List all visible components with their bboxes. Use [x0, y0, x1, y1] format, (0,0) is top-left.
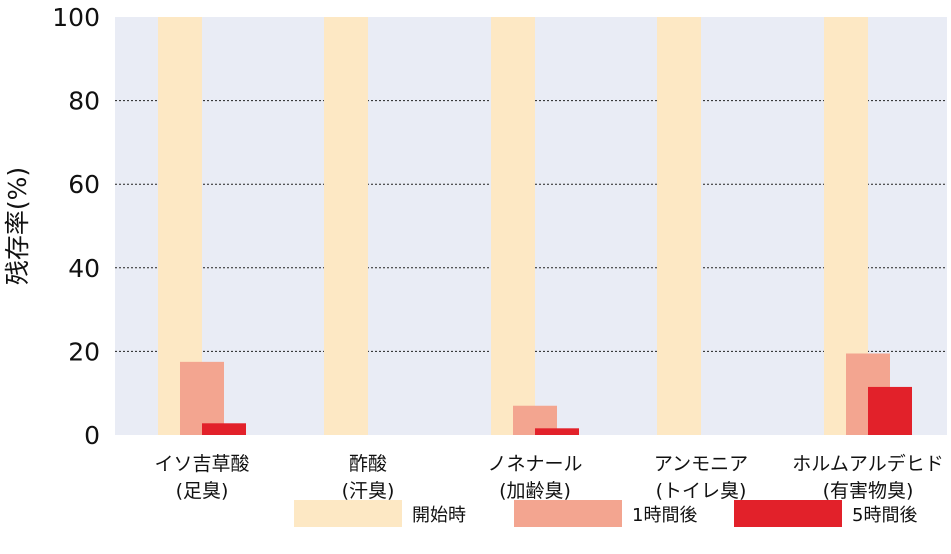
y-tick-label: 80 [68, 87, 100, 116]
legend-label: 1時間後 [632, 505, 697, 526]
y-tick-label: 100 [52, 3, 100, 32]
y-tick-label: 20 [68, 337, 100, 366]
bar-start [324, 17, 368, 435]
x-tick-label: 酢酸 [349, 453, 387, 475]
y-axis: 0 20 40 60 80 100 [52, 3, 100, 450]
legend-label: 5時間後 [852, 505, 917, 526]
legend: 開始時 1時間後 5時間後 [294, 500, 917, 527]
bar-1h [180, 361, 224, 435]
x-tick-label: (足臭) [176, 480, 229, 502]
x-tick-label: イソ吉草酸 [154, 453, 249, 475]
legend-swatch [514, 500, 622, 527]
x-tick-label: ノネナール [487, 453, 582, 475]
y-axis-label: 残存率(%) [3, 167, 32, 285]
x-tick-label: アンモニア [654, 453, 748, 475]
x-tick-label: (有害物臭) [823, 480, 914, 502]
bar-start [491, 17, 535, 435]
bar-5h [202, 423, 246, 435]
bar-start [657, 17, 701, 435]
x-tick-label: ホルムアルデヒド [792, 453, 943, 475]
x-axis: イソ吉草酸 (足臭) 酢酸 (汗臭) ノネナール (加齢臭) アンモニア (トイレ臭) ホルムア… [154, 453, 943, 502]
x-tick-label: (加齢臭) [499, 480, 571, 502]
y-tick-label: 40 [68, 254, 100, 283]
bars [158, 17, 912, 435]
legend-swatch [734, 500, 842, 527]
y-tick-label: 60 [68, 170, 100, 199]
bar-5h [535, 428, 579, 435]
legend-swatch [294, 500, 402, 527]
legend-label: 開始時 [412, 505, 466, 526]
x-tick-label: (トイレ臭) [656, 480, 747, 502]
y-tick-label: 0 [84, 421, 100, 450]
x-tick-label: (汗臭) [342, 480, 395, 502]
bar-5h [868, 386, 912, 435]
